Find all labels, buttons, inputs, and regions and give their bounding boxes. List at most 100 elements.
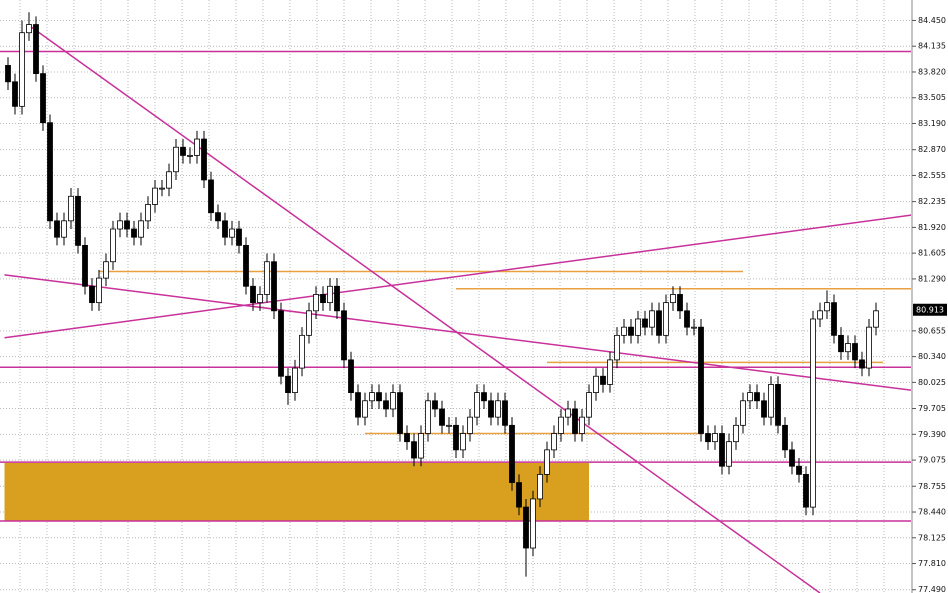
candle-body: [635, 318, 641, 336]
candle-body: [404, 433, 410, 443]
candle-body: [803, 473, 809, 508]
candle-body: [628, 326, 634, 336]
candle-body: [516, 482, 522, 508]
candle-body: [831, 302, 837, 336]
candle-body: [215, 212, 221, 222]
candle-body: [397, 392, 403, 434]
candle-body: [257, 294, 263, 304]
candle-body: [313, 294, 319, 312]
candle-body: [537, 473, 543, 500]
y-tick-label: 83.505: [918, 93, 946, 102]
candle-body: [712, 433, 718, 443]
candle-body: [390, 392, 396, 410]
candle-body: [740, 400, 746, 426]
y-tick-label: 84.135: [918, 42, 946, 51]
candle-body: [873, 310, 879, 328]
candle-body: [187, 155, 193, 157]
candle-body: [796, 465, 802, 475]
candle-body: [593, 375, 599, 394]
y-tick-label: 81.605: [918, 249, 946, 258]
candle-body: [509, 424, 515, 483]
candle-body: [250, 285, 256, 304]
candle-body: [40, 73, 46, 124]
last-price-tag: [913, 303, 947, 316]
candle-body: [68, 195, 74, 222]
candle-body: [733, 424, 739, 443]
candle-body: [810, 318, 816, 508]
candle-body: [565, 408, 571, 418]
candle-body: [460, 433, 466, 451]
candle-body: [481, 392, 487, 402]
candle-body: [782, 424, 788, 451]
candle-body: [789, 449, 795, 467]
candle-body: [299, 334, 305, 369]
candle-body: [572, 408, 578, 434]
y-tick-label: 82.235: [918, 197, 946, 206]
candle-body: [19, 32, 25, 107]
y-tick-label: 77.810: [918, 559, 946, 568]
y-tick-label: 81.290: [918, 274, 946, 283]
candle-body: [866, 326, 872, 369]
trend-line: [28, 24, 821, 593]
candle-body: [334, 285, 340, 312]
candle-body: [369, 392, 375, 402]
last-price-label: 80.913: [916, 305, 944, 314]
trend-line: [4, 214, 912, 339]
candle-body: [131, 228, 137, 238]
candle-body: [33, 24, 39, 75]
candle-body: [201, 138, 207, 181]
candle-body: [96, 277, 102, 304]
candle-body: [649, 310, 655, 328]
candle-body: [719, 433, 725, 467]
candle-body: [726, 441, 732, 467]
candle-body: [684, 310, 690, 328]
candle-body: [355, 392, 361, 418]
candle-body: [145, 204, 151, 222]
zone: [4, 462, 589, 522]
candle-body: [852, 343, 858, 361]
candle-body: [292, 367, 298, 394]
candle-body: [26, 24, 32, 34]
candle-body: [600, 375, 606, 385]
candle-body: [698, 326, 704, 434]
candle-body: [348, 359, 354, 394]
candle-body: [817, 310, 823, 320]
candle-body: [754, 392, 760, 402]
candle-body: [467, 416, 473, 434]
candle-body: [824, 302, 830, 312]
candle-body: [586, 392, 592, 418]
y-tick-label: 83.820: [918, 67, 946, 76]
candle-body: [411, 441, 417, 459]
candle-body: [705, 433, 711, 443]
candle-body: [838, 334, 844, 353]
candle-body: [117, 220, 123, 230]
y-tick-label: 81.920: [918, 223, 946, 232]
candle-body: [236, 228, 242, 246]
candle-body: [845, 343, 851, 353]
candle-body: [180, 146, 186, 156]
candle-body: [607, 359, 613, 385]
candle-body: [761, 400, 767, 418]
y-tick-label: 82.870: [918, 145, 946, 154]
candle-body: [446, 424, 452, 427]
candle-body: [152, 187, 158, 205]
y-tick-label: 80.655: [918, 326, 946, 335]
candle-body: [495, 400, 501, 418]
candle-body: [194, 138, 200, 156]
y-tick-label: 84.450: [918, 16, 946, 25]
candle-body: [138, 220, 144, 238]
y-tick-label: 82.555: [918, 171, 946, 180]
candle-body: [75, 195, 81, 246]
candle-body: [432, 400, 438, 410]
candle-body: [47, 122, 53, 222]
candle-body: [425, 400, 431, 434]
candle-body: [341, 310, 347, 361]
y-tick-label: 79.390: [918, 430, 946, 439]
candle-body: [439, 408, 445, 426]
candle-body: [691, 326, 697, 329]
candle-body: [376, 392, 382, 402]
candle-body: [530, 498, 536, 549]
y-tick-label: 83.190: [918, 119, 946, 128]
y-tick-label: 80.340: [918, 352, 946, 361]
